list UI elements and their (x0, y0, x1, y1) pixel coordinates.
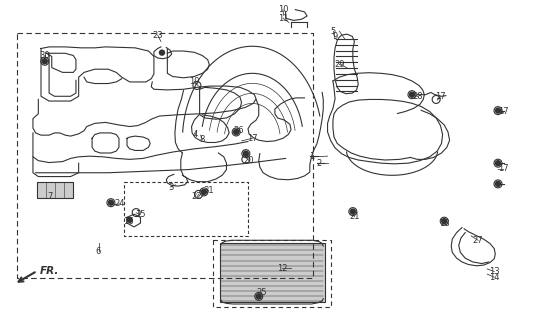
Text: 28: 28 (412, 92, 423, 101)
Text: 29: 29 (334, 60, 344, 69)
Text: 17: 17 (435, 92, 446, 101)
Text: 26: 26 (233, 126, 244, 135)
Circle shape (160, 50, 164, 55)
Text: 12: 12 (277, 264, 288, 273)
Text: 17: 17 (498, 164, 509, 173)
Text: 8: 8 (199, 135, 205, 144)
Text: 31: 31 (203, 186, 213, 195)
Text: 24: 24 (115, 199, 125, 208)
Text: 3: 3 (168, 183, 173, 192)
Text: 6: 6 (96, 247, 101, 256)
Circle shape (495, 108, 501, 113)
Text: 1: 1 (309, 152, 314, 161)
Text: 27: 27 (473, 236, 483, 245)
Circle shape (243, 151, 248, 156)
Text: 22: 22 (192, 192, 202, 202)
Text: 21: 21 (349, 212, 360, 221)
Circle shape (350, 209, 355, 214)
Text: 19: 19 (189, 77, 199, 86)
Circle shape (256, 294, 261, 299)
Circle shape (234, 130, 239, 134)
Bar (37, 182, 73, 198)
Circle shape (442, 219, 447, 224)
Text: 5: 5 (331, 27, 336, 36)
Text: 7: 7 (47, 192, 53, 202)
Text: 10: 10 (278, 5, 288, 14)
Circle shape (202, 189, 206, 194)
Text: 17: 17 (247, 134, 258, 143)
Text: 2: 2 (316, 159, 322, 168)
Circle shape (42, 59, 47, 64)
Text: 9: 9 (333, 32, 338, 41)
Text: 15: 15 (135, 210, 146, 219)
Text: 17: 17 (498, 107, 509, 116)
Text: 16: 16 (123, 217, 134, 226)
Circle shape (410, 92, 414, 97)
Circle shape (108, 200, 113, 205)
Text: 30: 30 (39, 51, 50, 60)
Text: 25: 25 (256, 288, 267, 297)
Text: 20: 20 (244, 156, 254, 165)
Text: 13: 13 (489, 267, 500, 276)
Text: 14: 14 (489, 273, 500, 282)
Circle shape (495, 181, 501, 186)
Circle shape (495, 161, 501, 166)
Text: 23: 23 (153, 31, 163, 40)
Text: 11: 11 (278, 14, 288, 23)
Text: 4: 4 (192, 130, 198, 139)
Circle shape (127, 217, 132, 222)
Bar (220, 244, 325, 302)
Text: FR.: FR. (39, 266, 59, 276)
Text: 18: 18 (439, 219, 450, 228)
